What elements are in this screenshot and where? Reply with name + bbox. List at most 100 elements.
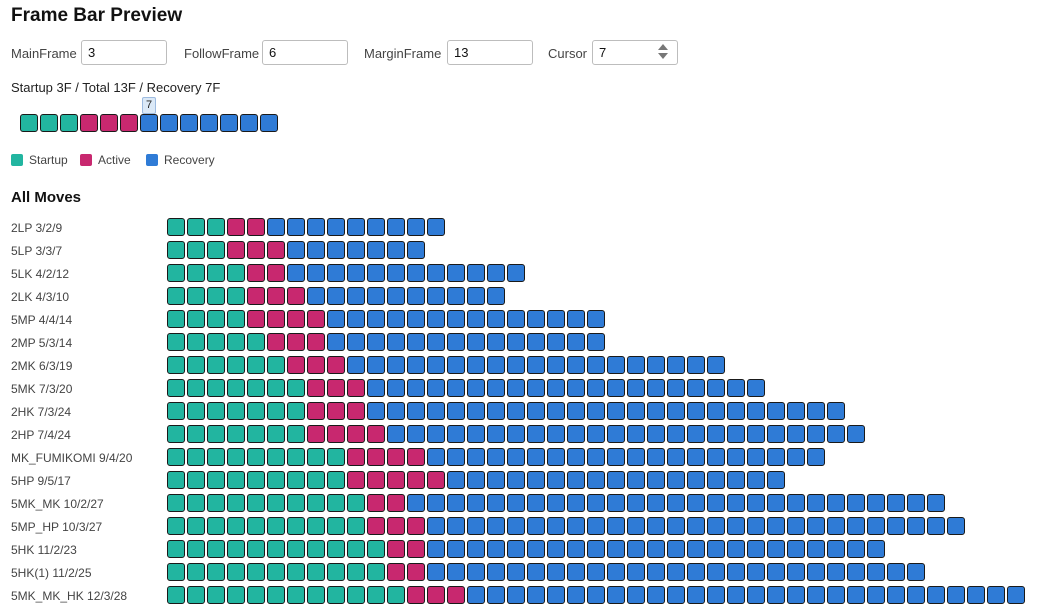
move-recovery-frame <box>667 356 685 374</box>
move-recovery-frame <box>487 333 505 351</box>
move-recovery-frame <box>747 563 765 581</box>
move-recovery-frame <box>567 517 585 535</box>
move-recovery-frame <box>927 517 945 535</box>
move-recovery-frame <box>507 563 525 581</box>
move-active-frame <box>227 218 245 236</box>
move-recovery-frame <box>587 425 605 443</box>
move-startup-frame <box>167 287 185 305</box>
move-active-frame <box>347 425 365 443</box>
move-startup-frame <box>207 402 225 420</box>
move-active-frame <box>387 494 405 512</box>
cursor-stepper[interactable] <box>658 43 668 61</box>
move-recovery-frame <box>627 425 645 443</box>
move-recovery-frame <box>407 310 425 328</box>
move-startup-frame <box>247 333 265 351</box>
move-active-frame <box>327 425 345 443</box>
move-active-frame <box>427 586 445 604</box>
move-recovery-frame <box>467 494 485 512</box>
move-active-frame <box>247 264 265 282</box>
move-active-frame <box>347 448 365 466</box>
move-recovery-frame <box>487 586 505 604</box>
move-recovery-frame <box>647 494 665 512</box>
move-recovery-frame <box>427 494 445 512</box>
legend-swatch-active <box>80 154 92 166</box>
move-startup-frame <box>247 517 265 535</box>
move-recovery-frame <box>727 471 745 489</box>
move-recovery-frame <box>367 218 385 236</box>
move-recovery-frame <box>607 425 625 443</box>
move-startup-frame <box>187 241 205 259</box>
move-recovery-frame <box>707 471 725 489</box>
move-recovery-frame <box>847 586 865 604</box>
move-startup-frame <box>367 540 385 558</box>
move-recovery-frame <box>567 448 585 466</box>
move-recovery-frame <box>447 540 465 558</box>
move-recovery-frame <box>907 517 925 535</box>
move-recovery-frame <box>727 563 745 581</box>
move-recovery-frame <box>607 356 625 374</box>
move-recovery-frame <box>427 310 445 328</box>
move-startup-frame <box>287 402 305 420</box>
move-active-frame <box>307 379 325 397</box>
move-recovery-frame <box>807 540 825 558</box>
move-recovery-frame <box>607 494 625 512</box>
move-recovery-frame <box>427 448 445 466</box>
move-startup-frame <box>267 563 285 581</box>
move-recovery-frame <box>427 379 445 397</box>
move-frame-bar <box>167 218 447 238</box>
move-recovery-frame <box>467 471 485 489</box>
main-frame-input[interactable] <box>81 40 167 65</box>
move-recovery-frame <box>767 586 785 604</box>
move-recovery-frame <box>847 517 865 535</box>
move-startup-frame <box>287 517 305 535</box>
move-recovery-frame <box>467 517 485 535</box>
move-startup-frame <box>307 540 325 558</box>
move-recovery-frame <box>807 563 825 581</box>
move-recovery-frame <box>687 494 705 512</box>
move-active-frame <box>307 333 325 351</box>
move-startup-frame <box>187 425 205 443</box>
move-startup-frame <box>227 425 245 443</box>
move-active-frame <box>367 517 385 535</box>
move-recovery-frame <box>947 586 965 604</box>
follow-frame-input[interactable] <box>262 40 348 65</box>
move-recovery-frame <box>327 333 345 351</box>
move-startup-frame <box>327 540 345 558</box>
move-recovery-frame <box>627 494 645 512</box>
move-recovery-frame <box>727 448 745 466</box>
preview-recovery-frame <box>260 114 278 132</box>
move-startup-frame <box>207 425 225 443</box>
move-recovery-frame <box>927 494 945 512</box>
move-recovery-frame <box>967 586 985 604</box>
move-recovery-frame <box>747 517 765 535</box>
move-startup-frame <box>187 586 205 604</box>
move-recovery-frame <box>727 379 745 397</box>
move-recovery-frame <box>807 402 825 420</box>
move-active-frame <box>407 448 425 466</box>
move-recovery-frame <box>387 264 405 282</box>
move-active-frame <box>387 563 405 581</box>
move-recovery-frame <box>327 218 345 236</box>
move-startup-frame <box>187 356 205 374</box>
move-recovery-frame <box>387 333 405 351</box>
move-startup-frame <box>227 310 245 328</box>
move-recovery-frame <box>427 517 445 535</box>
move-startup-frame <box>367 563 385 581</box>
margin-frame-input[interactable] <box>447 40 533 65</box>
move-recovery-frame <box>487 287 505 305</box>
move-active-frame <box>407 586 425 604</box>
move-label: 5MP 4/4/14 <box>11 313 73 327</box>
move-startup-frame <box>327 586 345 604</box>
frame-summary: Startup 3F / Total 13F / Recovery 7F <box>11 80 221 95</box>
preview-startup-frame <box>60 114 78 132</box>
move-recovery-frame <box>867 540 885 558</box>
move-label: 5HP 9/5/17 <box>11 474 71 488</box>
move-active-frame <box>307 402 325 420</box>
move-active-frame <box>287 287 305 305</box>
move-label: 5MK_MK 10/2/27 <box>11 497 104 511</box>
move-label: 5HK(1) 11/2/25 <box>11 566 92 580</box>
move-recovery-frame <box>907 586 925 604</box>
stepper-up-icon[interactable] <box>658 44 668 50</box>
stepper-down-icon[interactable] <box>658 53 668 59</box>
move-startup-frame <box>287 586 305 604</box>
